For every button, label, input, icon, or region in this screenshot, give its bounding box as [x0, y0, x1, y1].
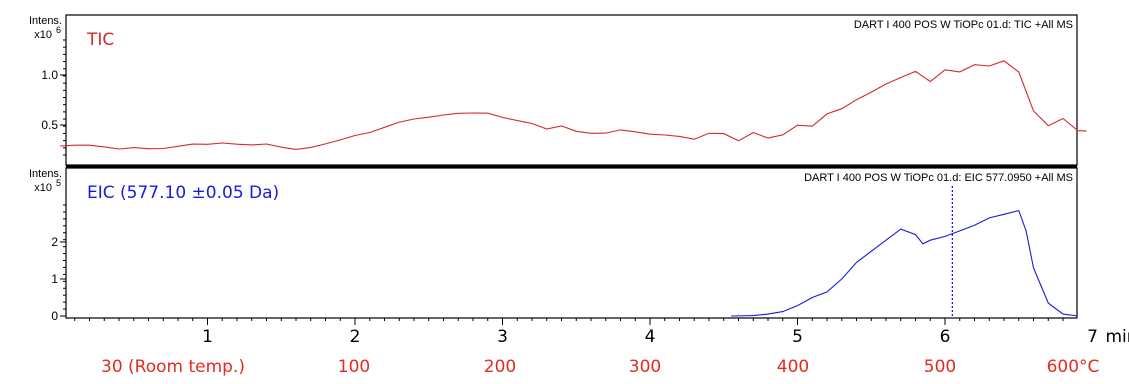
- x-tick-label: 1: [202, 327, 213, 347]
- y-tick-label: 1: [51, 272, 58, 286]
- y-axis-unit-exponent: 6: [56, 25, 61, 35]
- temperature-label: 400: [777, 357, 809, 377]
- panel-frame-1: [65, 167, 1078, 319]
- data-series-line-0-0: [59, 60, 1087, 150]
- x-tick-label: 6: [940, 327, 951, 347]
- temperature-label: 200: [484, 357, 516, 377]
- y-axis-unit-exponent: 5: [56, 178, 61, 188]
- y-tick-label: 0: [51, 309, 58, 323]
- trace-label: TIC: [86, 30, 114, 50]
- y-tick-label: 1.0: [41, 68, 58, 82]
- y-axis-title: Intens.: [29, 168, 62, 180]
- temperature-label: 600°C: [1047, 357, 1100, 377]
- x-tick-label: 7: [1087, 327, 1098, 347]
- x-tick-label: 5: [792, 327, 803, 347]
- trace-label: EIC (577.10 ±0.05 Da): [87, 183, 279, 203]
- y-axis-unit: x10: [34, 29, 52, 41]
- x-tick-label: 2: [350, 327, 361, 347]
- x-tick-label: 3: [497, 327, 508, 347]
- data-series-line-1-0: [731, 209, 1078, 317]
- trace-header: DART I 400 POS W TiOPc 01.d: EIC 577.095…: [804, 172, 1073, 184]
- temperature-label: 500: [924, 357, 956, 377]
- x-axis-unit: min: [1106, 327, 1129, 347]
- y-axis-title: Intens.: [29, 15, 62, 27]
- y-axis-unit: x10: [34, 182, 52, 194]
- trace-header: DART I 400 POS W TiOPc 01.d: TIC +All MS: [854, 19, 1073, 31]
- temperature-label: 30 (Room temp.): [101, 357, 245, 377]
- temperature-label: 100: [338, 357, 370, 377]
- y-tick-label: 0.5: [41, 118, 58, 132]
- y-tick-label: 2: [51, 235, 58, 249]
- x-tick-label: 4: [645, 327, 656, 347]
- temperature-label: 300: [629, 357, 661, 377]
- panel-frame-0: [65, 14, 1078, 166]
